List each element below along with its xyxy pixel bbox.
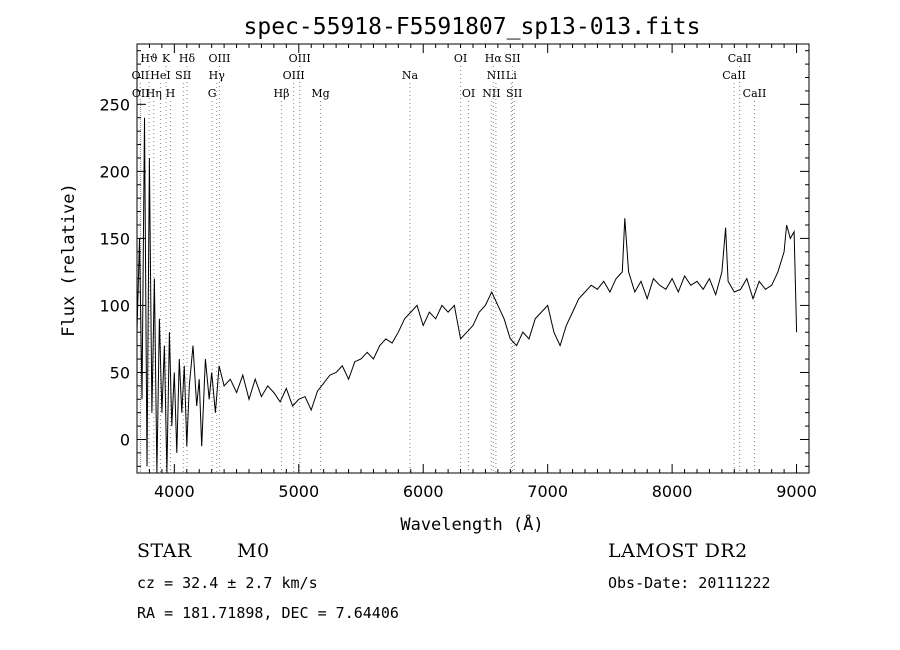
spectral-line-label: K [162, 52, 171, 65]
spectral-line-label: Hη [146, 87, 162, 100]
spectral-line-label: SII [506, 87, 522, 100]
spectral-line-label: CaII [728, 52, 752, 65]
spectral-line-label: Hβ [274, 87, 290, 100]
spectral-line-label: Li [506, 69, 517, 82]
spectral-line-label: Mg [311, 87, 329, 100]
object-subclass: M0 [237, 540, 270, 562]
y-axis-label: Flux (relative) [59, 183, 79, 337]
spectral-line-label: OI [454, 52, 467, 65]
spectral-line-label: Hδ [179, 52, 196, 65]
chart-title: spec-55918-F5591807_sp13-013.fits [244, 14, 701, 40]
redshift-text: cz = 32.4 ± 2.7 km/s [137, 574, 318, 592]
spectral-line-label: NII [482, 87, 500, 100]
coordinates-text: RA = 181.71898, DEC = 7.64406 [137, 604, 399, 622]
y-tick-label: 150 [99, 229, 130, 248]
spectral-line-label: CaII [743, 87, 767, 100]
x-axis-label: Wavelength (Å) [400, 513, 543, 535]
spectral-line-label: Na [402, 69, 419, 82]
spectral-line-label: OII [132, 87, 150, 100]
x-tick-label: 6000 [403, 482, 444, 501]
x-tick-label: 8000 [652, 482, 693, 501]
spectral-line-label: OI [462, 87, 475, 100]
y-tick-label: 250 [99, 95, 130, 114]
spectral-line-label: Hγ [209, 69, 226, 82]
spectral-line-label: OIII [283, 69, 305, 82]
plot-frame [136, 43, 810, 474]
x-tick-label: 7000 [527, 482, 568, 501]
spectral-line-label: Hϑ [140, 52, 158, 65]
survey-name: LAMOST DR2 [608, 540, 748, 562]
y-tick-label: 200 [99, 162, 130, 181]
x-tick-label: 4000 [154, 482, 195, 501]
spectral-line-label: SII [175, 69, 191, 82]
spectral-line-label: OIII [208, 52, 230, 65]
spectrum-series [136, 117, 798, 474]
axis-ticks: 4000 5000 6000 7000 8000 9000 0 50 100 150 200 250 [99, 44, 817, 501]
y-tick-label: 0 [120, 430, 130, 449]
spectral-line-label: Hα [485, 52, 503, 65]
x-tick-label: 5000 [278, 482, 319, 501]
spectral-line-label: OII [132, 69, 150, 82]
obs-date-text: Obs-Date: 20111222 [608, 574, 771, 592]
spectral-line-label: G [208, 87, 217, 100]
x-tick-label: 9000 [776, 482, 817, 501]
object-class: STAR [137, 540, 192, 562]
spectrum-line [136, 117, 798, 474]
spectral-line-label: HeI [150, 69, 170, 82]
spectral-line-label: CaII [722, 69, 746, 82]
y-tick-label: 100 [99, 296, 130, 315]
spectral-line-label: SII [504, 52, 520, 65]
spectral-line-label: NII [487, 69, 505, 82]
spectral-line-label: OIII [289, 52, 311, 65]
y-tick-label: 50 [110, 363, 130, 382]
spectral-line-label: H [166, 87, 176, 100]
